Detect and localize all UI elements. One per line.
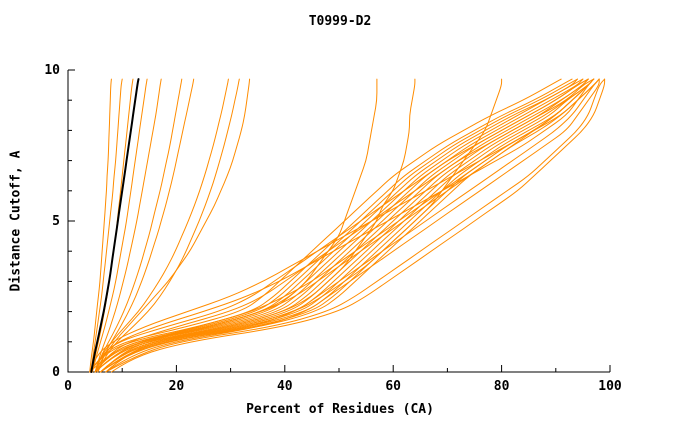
curve-07: [97, 78, 195, 373]
curve-19: [94, 78, 584, 373]
curve-04: [91, 78, 148, 373]
curve-32: [100, 78, 600, 373]
curve-08: [94, 78, 229, 373]
x-tick-label: 40: [277, 379, 293, 394]
curve-34: [89, 78, 595, 373]
x-tick-label: 20: [169, 379, 185, 394]
x-axis-label: Percent of Residues (CA): [246, 402, 434, 417]
x-tick-label: 0: [64, 379, 72, 394]
curve-33: [105, 78, 600, 373]
curve-17: [94, 78, 578, 373]
curve-09: [97, 78, 240, 373]
chart-title: T0999-D2: [308, 14, 372, 29]
curve-02: [90, 78, 123, 373]
y-tick-label: 5: [52, 214, 60, 229]
curve-28: [89, 78, 589, 373]
curve-29: [94, 78, 595, 373]
curve-27: [105, 78, 600, 373]
curve-36: [105, 78, 606, 373]
x-tick-label: 100: [598, 379, 622, 394]
x-tick-label: 60: [385, 379, 401, 394]
curve-05: [94, 78, 162, 373]
curve-31: [94, 78, 595, 373]
curve-25: [100, 78, 595, 373]
curve-10: [94, 78, 251, 373]
curve-06: [94, 78, 183, 373]
curve-37: [110, 78, 606, 373]
curve-12: [100, 78, 416, 373]
y-tick-label: 10: [44, 63, 60, 78]
curve-35: [89, 78, 595, 373]
curve-01: [89, 78, 112, 373]
curve-black: [90, 78, 140, 373]
y-axis-label: Distance Cutoff, A: [8, 150, 24, 292]
curve-14: [89, 78, 562, 373]
x-tick-label: 80: [494, 379, 510, 394]
y-tick-label: 0: [52, 365, 60, 380]
